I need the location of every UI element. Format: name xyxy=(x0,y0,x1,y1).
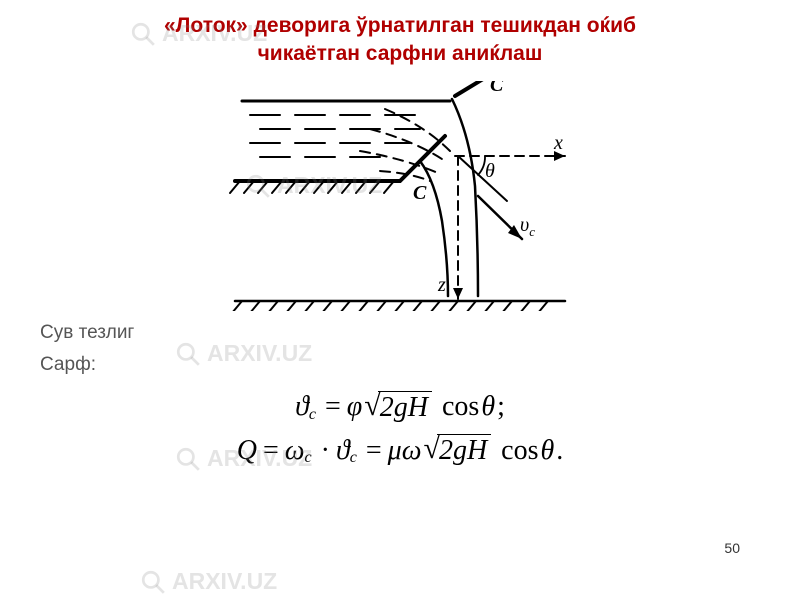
radicand: 2gH xyxy=(378,391,432,423)
diagram-figure: C C θ x z υc xyxy=(220,81,580,311)
formula-block: ϑ c = φ √ 2gH cos θ ; Q = ω c · ϑ c = μω… xyxy=(0,385,800,472)
sym-Q: Q xyxy=(237,429,257,472)
sym-phi: φ xyxy=(347,385,363,428)
label-theta: θ xyxy=(485,160,495,182)
title-line-2: чикаётган сарфни аниќлаш xyxy=(258,42,543,65)
op-eq: = xyxy=(325,385,341,428)
op-eq: = xyxy=(366,429,382,472)
punct: ; xyxy=(497,385,505,428)
sub-c: c xyxy=(305,446,312,471)
watermark-text: ARXIV.UZ xyxy=(172,568,277,595)
formula-line-1: ϑ c = φ √ 2gH cos θ ; xyxy=(0,385,800,428)
sub-c: c xyxy=(350,446,357,471)
search-icon xyxy=(140,569,166,595)
cos: cos xyxy=(442,385,479,428)
label-z: z xyxy=(437,274,446,296)
label-c-bot: C xyxy=(413,182,427,204)
sym-omega: ω xyxy=(285,429,305,472)
page-title: «Лоток» деворига ўрнатилган тешикдан оќи… xyxy=(0,0,800,69)
text-velocity: Сув тезлиг xyxy=(40,317,800,349)
figure-container: C C θ x z υc xyxy=(0,81,800,311)
label-x: x xyxy=(553,132,563,154)
text-flow: Сарф: xyxy=(40,349,800,381)
label-c-top: C xyxy=(490,81,504,96)
watermark: ARXIV.UZ xyxy=(140,568,277,595)
formula-line-2: Q = ω c · ϑ c = μω √ 2gH cos θ . xyxy=(0,429,800,472)
sym-theta: θ xyxy=(541,429,555,472)
sqrt: √ 2gH xyxy=(423,434,491,466)
sub-c: c xyxy=(309,403,316,428)
punct: . xyxy=(556,429,563,472)
sqrt: √ 2gH xyxy=(364,391,432,423)
sym-mu-omega: μω xyxy=(388,429,422,472)
sym-vartheta: ϑ xyxy=(295,385,309,428)
radicand: 2gH xyxy=(437,434,491,466)
label-vc: υc xyxy=(520,214,535,239)
cos: cos xyxy=(501,429,538,472)
page-number: 50 xyxy=(724,540,740,556)
op-eq: = xyxy=(263,429,279,472)
body-text: Сув тезлиг Сарф: xyxy=(0,317,800,382)
title-line-1: «Лоток» деворига ўрнатилган тешикдан оќи… xyxy=(164,14,636,37)
sym-vartheta: ϑ xyxy=(336,429,350,472)
op-dot: · xyxy=(321,429,330,472)
sym-theta: θ xyxy=(481,385,495,428)
